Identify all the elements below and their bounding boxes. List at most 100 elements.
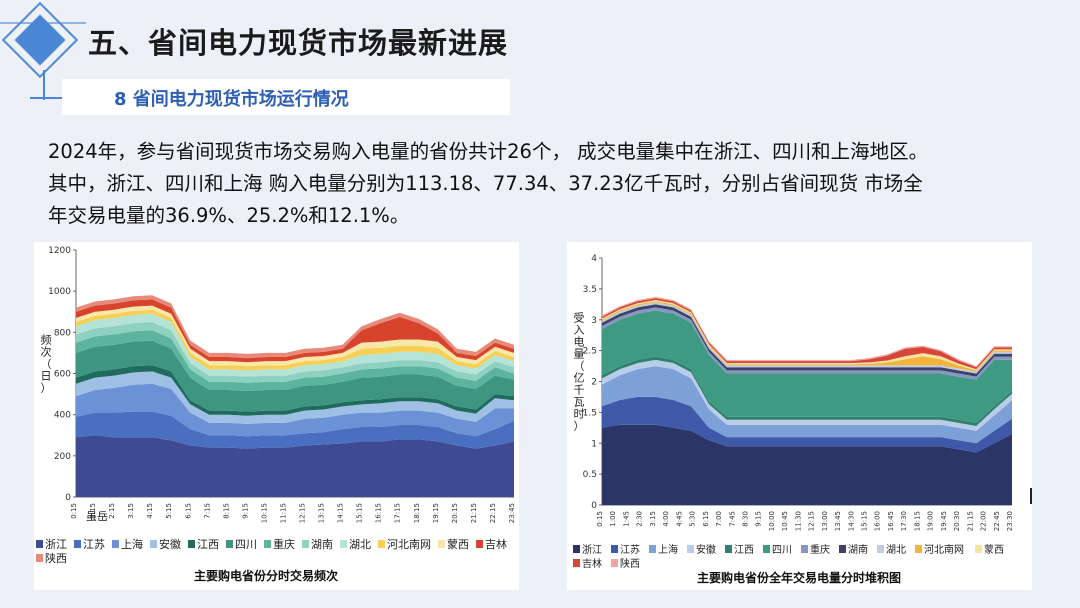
legend-swatch: [573, 559, 580, 567]
legend-label: 四川: [235, 538, 257, 551]
y-tick-label: 800: [54, 328, 71, 338]
legend-swatch: [763, 545, 770, 553]
x-tick-label: 10:45: [781, 511, 789, 531]
x-tick-label: 20:30: [953, 511, 961, 531]
legend-swatch: [649, 545, 656, 553]
legend-label: 安徽: [696, 543, 716, 556]
x-tick-label: 9:15: [241, 503, 249, 519]
y-tick-label: 2.5: [583, 347, 597, 357]
x-tick-label: 2:30: [636, 511, 644, 527]
x-axis-note: 虽岳: [86, 510, 108, 523]
x-tick-label: 3:15: [649, 511, 657, 527]
x-tick-label: 12:15: [299, 503, 307, 523]
description-text: 2024年，参与省间现货市场交易购入电量的省份共计26个， 成交电量集中在浙江、…: [48, 136, 1058, 232]
section-subtitle-bar: 8 省间电力现货市场运行情况: [62, 79, 510, 115]
legend-label: 河北南网: [387, 538, 431, 551]
x-tick-label: 5:15: [165, 503, 173, 519]
x-tick-label: 16:45: [887, 511, 895, 531]
legend-label: 湖南: [848, 543, 868, 556]
x-tick-label: 0:15: [70, 503, 78, 519]
page-title: 五、省间电力现货市场最新进展: [88, 26, 509, 60]
legend-label: 上海: [121, 537, 143, 551]
y-tick-label: 3: [591, 316, 597, 326]
x-tick-label: 22:00: [980, 511, 988, 531]
legend-label: 吉林: [485, 537, 507, 551]
x-tick-label: 7:15: [203, 503, 211, 519]
legend-swatch: [573, 545, 580, 553]
chart-title: 主要购电省份全年交易电量分时堆积图: [697, 570, 901, 585]
legend-swatch: [839, 545, 846, 553]
y-tick-label: 200: [54, 452, 71, 462]
left-chart-panel: 0 200 400 600 800 1000 1200 0:15 1:15 2:15 3:15 4:1…: [34, 242, 519, 590]
legend-label: 浙江: [582, 544, 602, 556]
legend-label: 陕西: [620, 557, 640, 570]
x-tick-label: 10:15: [260, 503, 268, 523]
x-tick-label: 23:45: [508, 503, 516, 523]
x-tick-label: 22:45: [993, 511, 1001, 531]
legend-swatch: [801, 545, 808, 553]
area-series-江西: [76, 365, 514, 416]
x-tick-label: 15:15: [861, 511, 869, 531]
x-tick-label: 19:00: [927, 511, 935, 531]
y-tick-label: 0: [65, 493, 71, 503]
x-tick-label: 18:15: [413, 503, 421, 523]
x-tick-label: 16:00: [874, 511, 882, 531]
legend-swatch: [611, 559, 618, 567]
legend-swatch: [74, 540, 81, 548]
x-tick-label: 4:00: [662, 511, 670, 527]
x-tick-label: 6:15: [702, 511, 710, 527]
area-series-浙江: [602, 424, 1012, 505]
description-line: 其中，浙江、四川和上海 购入电量分别为113.18、77.34、37.23亿千瓦…: [48, 172, 923, 195]
y-axis-label: 频次（日）: [41, 333, 52, 395]
legend-label: 吉林: [582, 557, 602, 570]
x-tick-label: 19:15: [432, 503, 440, 523]
description-line: 年交易电量的36.9%、25.2%和12.1%。: [48, 204, 410, 227]
legend-label: 安徽: [159, 537, 181, 551]
legend-label: 湖北: [886, 544, 906, 556]
x-tick-label: 17:30: [900, 511, 908, 531]
y-axis-label: 受入电量（亿千瓦时）: [574, 312, 585, 433]
x-tick-label: 19:45: [940, 511, 948, 531]
x-tick-label: 0:15: [596, 511, 604, 527]
area-series-湖北: [76, 313, 514, 377]
section-subtitle: 8 省间电力现货市场运行情况: [114, 89, 349, 110]
x-tick-label: 1:15: [89, 503, 97, 519]
legend-swatch: [340, 540, 347, 548]
y-tick-label: 0.5: [583, 470, 597, 480]
x-tick-label: 20:15: [451, 503, 459, 523]
legend-label: 蒙西: [984, 543, 1004, 556]
y-tick-label: 2: [591, 378, 597, 388]
y-tick-label: 3.5: [583, 285, 597, 295]
x-tick-label: 5:30: [689, 511, 697, 527]
area-series-重庆: [76, 330, 514, 391]
legend-swatch: [687, 545, 694, 553]
x-tick-label: 23:30: [1006, 511, 1014, 531]
legend-swatch: [302, 540, 309, 548]
x-tick-label: 21:15: [470, 503, 478, 523]
area-series-江苏: [602, 396, 1012, 453]
y-tick-label: 0: [591, 501, 597, 511]
x-tick-label: 8:15: [222, 503, 230, 519]
x-tick-label: 15:15: [356, 503, 364, 523]
x-tick-label: 13:15: [318, 503, 326, 523]
x-tick-label: 14:30: [847, 511, 855, 531]
y-tick-label: 400: [54, 411, 71, 421]
x-tick-label: 18:15: [913, 511, 921, 531]
legend-label: 湖北: [349, 538, 371, 551]
legend-swatch: [975, 545, 982, 553]
text-cursor: [1030, 488, 1032, 504]
right-chart-panel: 0 0.5 1 1.5 2 2.5 3 3.5 4 0:15 1:00 1:45 2:30 3:15 4:0…: [567, 242, 1032, 590]
legend-label: 江苏: [620, 543, 640, 556]
y-tick-label: 600: [54, 370, 71, 380]
legend-swatch: [150, 540, 157, 548]
legend-label: 四川: [772, 545, 792, 556]
legend-swatch: [378, 540, 385, 548]
legend-swatch: [438, 540, 445, 548]
area-series-吉林: [602, 298, 1012, 370]
x-tick-label: 4:15: [146, 503, 154, 519]
x-tick-label: 2:15: [108, 503, 116, 519]
legend-label: 河北南网: [924, 543, 964, 556]
y-tick-label: 1200: [48, 246, 71, 256]
y-tick-label: 1.5: [583, 408, 597, 418]
legend-label: 江西: [734, 544, 754, 556]
